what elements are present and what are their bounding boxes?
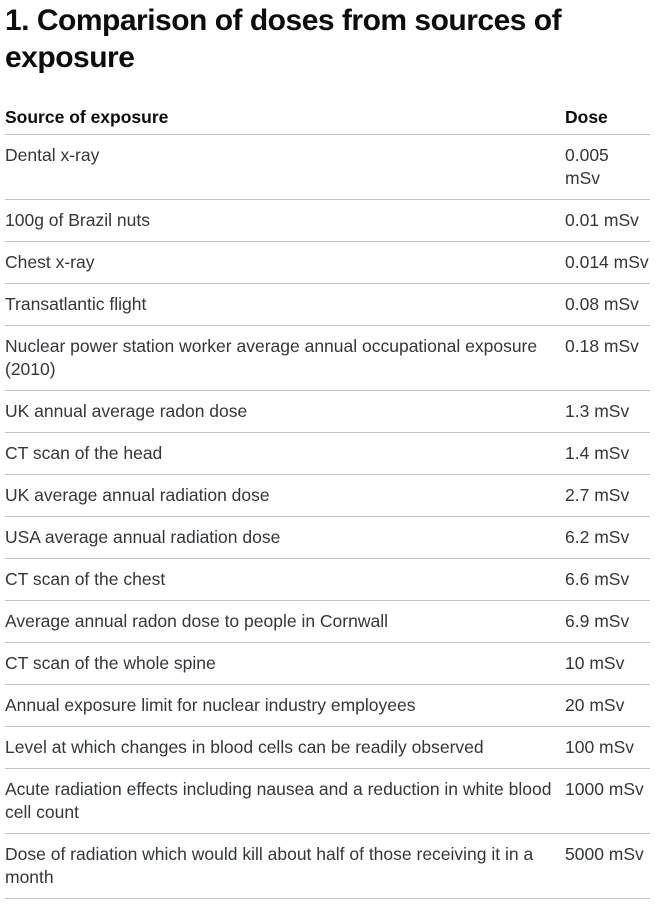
source-cell: Dose of radiation which would kill about… (5, 833, 565, 899)
column-header-dose: Dose (565, 102, 650, 135)
source-cell: Annual exposure limit for nuclear indust… (5, 684, 565, 727)
table-row: USA average annual radiation dose 6.2 mS… (5, 516, 650, 559)
dose-cell: 0.01 mSv (565, 199, 650, 242)
source-cell: 100g of Brazil nuts (5, 199, 565, 242)
dose-cell: 100 mSv (565, 726, 650, 769)
source-cell: CT scan of the chest (5, 558, 565, 601)
dose-cell: 6.2 mSv (565, 516, 650, 559)
table-row: Acute radiation effects including nausea… (5, 768, 650, 834)
dose-cell: 0.08 mSv (565, 283, 650, 326)
source-cell: Acute radiation effects including nausea… (5, 768, 565, 834)
source-cell: UK average annual radiation dose (5, 474, 565, 517)
dose-cell: 1000 mSv (565, 768, 650, 834)
source-cell: Dental x-ray (5, 134, 565, 200)
table-row: CT scan of the head 1.4 mSv (5, 432, 650, 475)
dose-cell: 0.18 mSv (565, 325, 650, 391)
dose-cell: 2.7 mSv (565, 474, 650, 517)
table-row: Nuclear power station worker average ann… (5, 325, 650, 391)
source-cell: CT scan of the head (5, 432, 565, 475)
dose-cell: 0.014 mSv (565, 241, 650, 284)
table-row: UK average annual radiation dose 2.7 mSv (5, 474, 650, 517)
source-cell: Transatlantic flight (5, 283, 565, 326)
dose-cell: 5000 mSv (565, 833, 650, 899)
table-row: 100g of Brazil nuts 0.01 mSv (5, 199, 650, 242)
column-header-source: Source of exposure (5, 102, 565, 135)
source-cell: Chest x-ray (5, 241, 565, 284)
source-cell: Nuclear power station worker average ann… (5, 325, 565, 391)
dose-cell: 1.3 mSv (565, 390, 650, 433)
source-cell: CT scan of the whole spine (5, 642, 565, 685)
table-row: Annual exposure limit for nuclear indust… (5, 684, 650, 727)
dose-cell: 1.4 mSv (565, 432, 650, 475)
dose-cell: 20 mSv (565, 684, 650, 727)
dose-cell: 10 mSv (565, 642, 650, 685)
table-row: Transatlantic flight 0.08 mSv (5, 283, 650, 326)
table-row: Dental x-ray 0.005 mSv (5, 134, 650, 200)
table-row: Dose of radiation which would kill about… (5, 833, 650, 899)
table-row: UK annual average radon dose 1.3 mSv (5, 390, 650, 433)
dose-cell: 6.9 mSv (565, 600, 650, 643)
dose-cell: 0.005 mSv (565, 134, 650, 200)
table-row: Chest x-ray 0.014 mSv (5, 241, 650, 284)
source-cell: Average annual radon dose to people in C… (5, 600, 565, 643)
page-title: 1. Comparison of doses from sources of e… (5, 4, 562, 74)
table-row: Level at which changes in blood cells ca… (5, 726, 650, 769)
table-row: CT scan of the chest 6.6 mSv (5, 558, 650, 601)
table-header-row: Source of exposure Dose (5, 102, 650, 135)
table-row: CT scan of the whole spine 10 mSv (5, 642, 650, 685)
dose-cell: 6.6 mSv (565, 558, 650, 601)
source-cell: Level at which changes in blood cells ca… (5, 726, 565, 769)
source-cell: USA average annual radiation dose (5, 516, 565, 559)
table-row: Average annual radon dose to people in C… (5, 600, 650, 643)
doses-comparison-table: Source of exposure Dose Dental x-ray 0.0… (5, 102, 650, 899)
source-cell: UK annual average radon dose (5, 390, 565, 433)
table-body: Dental x-ray 0.005 mSv 100g of Brazil nu… (5, 134, 650, 899)
